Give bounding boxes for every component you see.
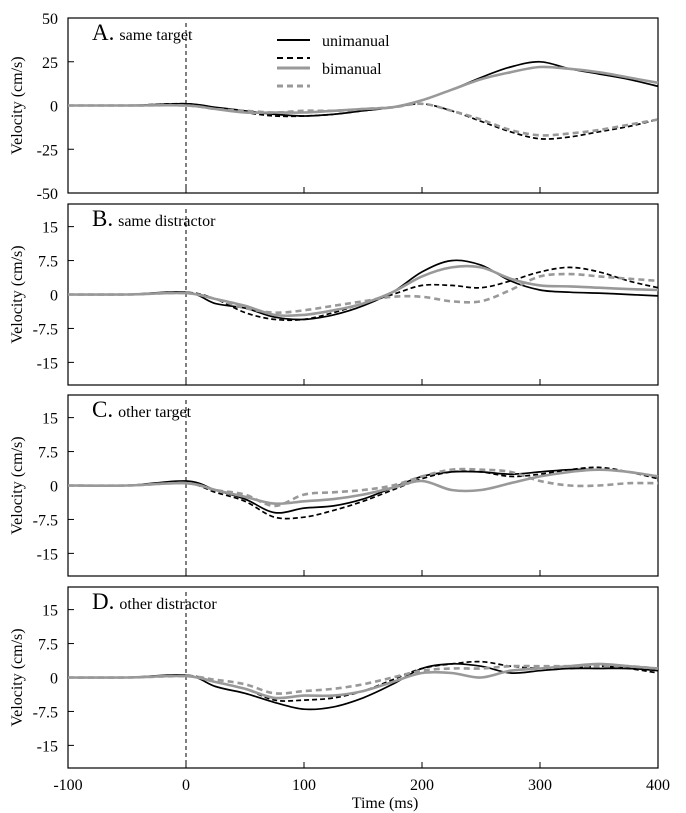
- y-axis-label: Velocity (cm/s): [9, 245, 26, 343]
- y-tick-label: 15: [42, 603, 58, 620]
- y-axis-label: Velocity (cm/s): [9, 436, 26, 534]
- y-tick-label: 15: [42, 220, 58, 237]
- y-axis-label: Velocity (cm/s): [9, 628, 26, 726]
- legend-label: unimanual: [322, 33, 390, 50]
- panel-c: -15 -7.5 0 7.5 15 C. other target Velocity (cm/…: [9, 394, 659, 577]
- series-line-2: [67, 264, 659, 318]
- y-tick-label: -15: [37, 738, 58, 755]
- y-tick-label: 0: [50, 479, 58, 496]
- y-tick-label: -50: [37, 186, 58, 203]
- panel-subtitle: same distractor: [118, 213, 216, 230]
- x-tick-label: 100: [292, 777, 316, 794]
- x-tick-label: 0: [182, 777, 190, 794]
- y-tick-label: -7.5: [33, 512, 58, 529]
- y-axis-label: Velocity (cm/s): [9, 56, 26, 154]
- x-tick-label: -100: [53, 777, 82, 794]
- series-line-1: [67, 660, 659, 702]
- x-tick-label: 400: [646, 777, 670, 794]
- legend-label: bimanual: [322, 61, 382, 78]
- y-tick-label: 0: [50, 671, 58, 688]
- panel-title: D. other distractor: [92, 589, 217, 614]
- legend: unimanual bimanual: [277, 33, 390, 88]
- panel-title: A. same target: [92, 20, 193, 45]
- x-tick-label: 200: [410, 777, 434, 794]
- series-line-2: [67, 468, 659, 506]
- y-tick-label: -15: [37, 546, 58, 563]
- panel-a: -50 -25 0 25 50 A. same target Velocity (cm/s): [9, 11, 659, 203]
- panel-letter: B.: [92, 206, 113, 231]
- panel-subtitle: other target: [118, 404, 192, 421]
- y-tick-label: 25: [42, 55, 58, 72]
- y-tick-label: -7.5: [33, 704, 58, 721]
- y-tick-label: 7.5: [38, 254, 58, 271]
- panel-subtitle: same target: [119, 27, 193, 44]
- y-tick-label: -25: [37, 142, 58, 159]
- panel-letter: C.: [92, 397, 113, 422]
- y-tick-label: 7.5: [38, 637, 58, 654]
- panel-b: -15 -7.5 0 7.5 15 B. same distractor Velocity (…: [9, 203, 659, 386]
- series-line-0: [67, 259, 659, 321]
- series-line-3: [67, 664, 659, 695]
- series-line-3: [67, 467, 659, 508]
- y-tick-label: 0: [50, 288, 58, 305]
- y-tick-label: -7.5: [33, 321, 58, 338]
- panel-d: -15 -7.5 0 7.5 15 D. other distractor Velocity …: [9, 586, 659, 769]
- panel-letter: A.: [92, 20, 114, 45]
- panel-title: C. other target: [92, 397, 192, 422]
- y-tick-label: 0: [50, 99, 58, 116]
- x-tick-label: 300: [528, 777, 552, 794]
- panel-subtitle: other distractor: [119, 596, 217, 613]
- panel-title: B. same distractor: [92, 206, 216, 231]
- y-tick-label: 50: [42, 11, 58, 28]
- y-tick-label: 7.5: [38, 445, 58, 462]
- series-line-3: [67, 102, 659, 137]
- panel-letter: D.: [92, 589, 114, 614]
- y-tick-label: 15: [42, 411, 58, 428]
- x-axis-label: Time (ms): [352, 795, 419, 812]
- y-tick-label: -15: [37, 355, 58, 372]
- series-line-1: [67, 466, 659, 520]
- x-axis-ticks: -100 0 100 200 300 400: [53, 777, 670, 794]
- series-line-3: [67, 272, 659, 314]
- series-line-0: [67, 662, 659, 711]
